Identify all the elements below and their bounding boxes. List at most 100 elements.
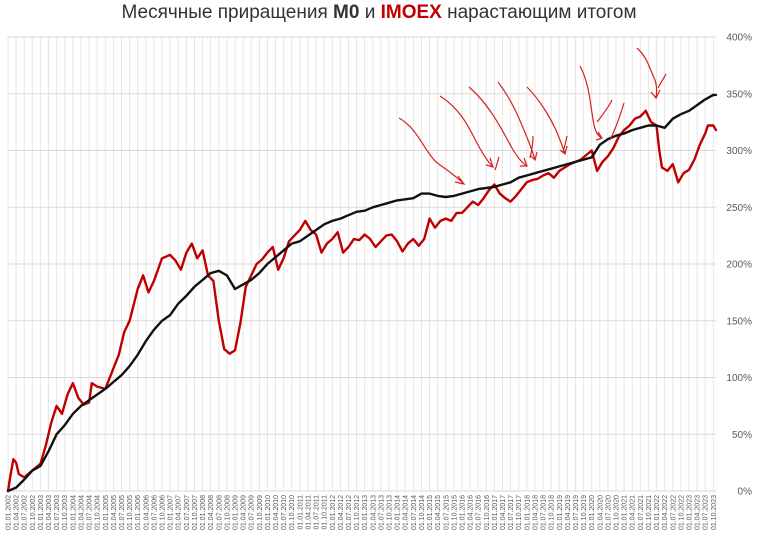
- x-tick-label: 01.01.2005: [103, 495, 110, 530]
- x-tick-label: 01.01.2017: [492, 495, 499, 530]
- x-tick-label: 01.10.2011: [322, 495, 329, 530]
- x-tick-label: 01.07.2022: [670, 495, 677, 530]
- annotation-stroke: [609, 102, 625, 141]
- annotation-arrow: [636, 47, 658, 99]
- x-tick-label: 01.07.2010: [281, 495, 288, 530]
- x-tick-label: 01.10.2012: [354, 495, 361, 530]
- x-tick-label: 01.07.2012: [346, 495, 353, 530]
- x-tick-label: 01.04.2023: [695, 495, 702, 530]
- annotation-arrow: [398, 117, 465, 185]
- x-tick-label: 01.04.2013: [370, 495, 377, 530]
- x-tick-label: 01.10.2016: [484, 495, 491, 530]
- x-tick-label: 01.01.2009: [232, 495, 239, 530]
- annotation-stroke: [529, 135, 534, 159]
- x-tick-label: 01.07.2011: [314, 495, 321, 530]
- x-tick-label: 01.04.2015: [435, 495, 442, 530]
- y-tick-label: 350%: [726, 89, 752, 100]
- title-part-1: Месячные приращения: [121, 2, 333, 23]
- title-m0: M0: [333, 2, 359, 23]
- x-tick-label: 01.01.2018: [524, 495, 531, 530]
- annotation-arrowhead: [520, 157, 528, 167]
- x-tick-label: 01.01.2007: [168, 495, 175, 530]
- x-tick-label: 01.01.2022: [654, 495, 661, 530]
- x-tick-label: 01.01.2003: [38, 495, 45, 530]
- annotation-stroke: [562, 135, 568, 153]
- annotation-arrow: [468, 86, 528, 167]
- x-tick-label: 01.04.2021: [630, 495, 637, 530]
- x-tick-label: 01.04.2018: [532, 495, 539, 530]
- x-tick-label: 01.10.2007: [192, 495, 199, 530]
- x-tick-label: 01.04.2020: [597, 495, 604, 530]
- x-tick-label: 01.07.2008: [216, 495, 223, 530]
- x-tick-label: 01.01.2006: [135, 495, 142, 530]
- annotation-arrowhead: [595, 131, 603, 141]
- annotation-arrow: [579, 65, 603, 139]
- x-tick-label: 01.10.2004: [95, 495, 102, 530]
- y-tick-label: 400%: [726, 33, 752, 44]
- x-tick-label: 01.07.2019: [573, 495, 580, 530]
- x-tick-label: 01.01.2011: [297, 495, 304, 530]
- x-tick-label: 01.04.2007: [176, 495, 183, 530]
- x-tick-label: 01.10.2018: [549, 495, 556, 530]
- x-tick-label: 01.10.2006: [160, 495, 167, 530]
- annotation-stroke: [596, 99, 613, 123]
- annotation-arrows: [398, 47, 667, 185]
- annotation-arrowhead: [529, 151, 538, 162]
- x-tick-label: 01.04.2002: [14, 495, 21, 530]
- x-tick-label: 01.04.2004: [78, 495, 85, 530]
- x-tick-label: 01.01.2012: [330, 495, 337, 530]
- x-tick-label: 01.10.2010: [289, 495, 296, 530]
- x-tick-label: 01.04.2012: [338, 495, 345, 530]
- x-tick-label: 01.01.2016: [459, 495, 466, 530]
- x-tick-label: 01.10.2015: [451, 495, 458, 530]
- x-tick-label: 01.07.2016: [476, 495, 483, 530]
- x-tick-label: 01.04.2003: [46, 495, 53, 530]
- x-tick-label: 01.04.2006: [143, 495, 150, 530]
- y-tick-label: 200%: [726, 260, 752, 271]
- x-tick-label: 01.07.2023: [703, 495, 710, 530]
- x-tick-label: 01.04.2019: [565, 495, 572, 530]
- x-tick-label: 01.07.2017: [508, 495, 515, 530]
- x-tick-label: 01.01.2002: [6, 495, 13, 530]
- y-tick-label: 300%: [726, 146, 752, 157]
- annotation-stroke: [494, 156, 500, 171]
- annotation-arrowhead: [650, 89, 661, 100]
- x-tick-label: 01.01.2004: [70, 495, 77, 530]
- x-tick-label: 01.01.2020: [589, 495, 596, 530]
- y-tick-label: 100%: [726, 373, 752, 384]
- x-tick-label: 01.07.2005: [119, 495, 126, 530]
- y-tick-label: 0%: [738, 487, 753, 498]
- title-part-5: нарастающим итогом: [442, 2, 637, 23]
- chart-title: Месячные приращения M0 и IMOEX нарастающ…: [121, 2, 636, 23]
- series-lines: [6, 93, 718, 493]
- x-tick-label: 01.10.2022: [678, 495, 685, 530]
- x-tick-label: 01.01.2015: [427, 495, 434, 530]
- x-tick-label: 01.01.2010: [265, 495, 272, 530]
- annotation-stroke: [657, 73, 667, 89]
- m0-line: [6, 93, 718, 493]
- x-tick-label: 01.10.2019: [581, 495, 588, 530]
- x-tick-label: 01.10.2017: [516, 495, 523, 530]
- x-tick-label: 01.07.2007: [184, 495, 191, 530]
- x-tick-label: 01.07.2003: [54, 495, 61, 530]
- x-tick-label: 01.10.2020: [614, 495, 621, 530]
- x-tick-label: 01.04.2014: [403, 495, 410, 530]
- annotation-arrow: [439, 95, 494, 168]
- x-tick-label: 01.04.2005: [111, 495, 118, 530]
- annotation-arrowhead: [485, 157, 494, 168]
- y-tick-label: 50%: [732, 430, 752, 441]
- x-tick-label: 01.07.2004: [87, 495, 94, 530]
- x-tick-label: 01.07.2015: [443, 495, 450, 530]
- x-tick-label: 01.01.2023: [686, 495, 693, 530]
- x-tick-label: 01.04.2008: [208, 495, 215, 530]
- x-tick-label: 01.07.2002: [22, 495, 29, 530]
- x-tick-label: 01.10.2023: [711, 495, 718, 530]
- x-tick-label: 01.07.2006: [151, 495, 158, 530]
- x-tick-label: 01.10.2002: [30, 495, 37, 530]
- y-tick-label: 150%: [726, 316, 752, 327]
- x-tick-label: 01.07.2014: [411, 495, 418, 530]
- x-tick-labels: 01.01.2002 01.04.2002 01.07.2002 01.10.2002…: [6, 495, 718, 530]
- x-tick-label: 01.04.2009: [241, 495, 248, 530]
- x-tick-label: 01.10.2014: [419, 495, 426, 530]
